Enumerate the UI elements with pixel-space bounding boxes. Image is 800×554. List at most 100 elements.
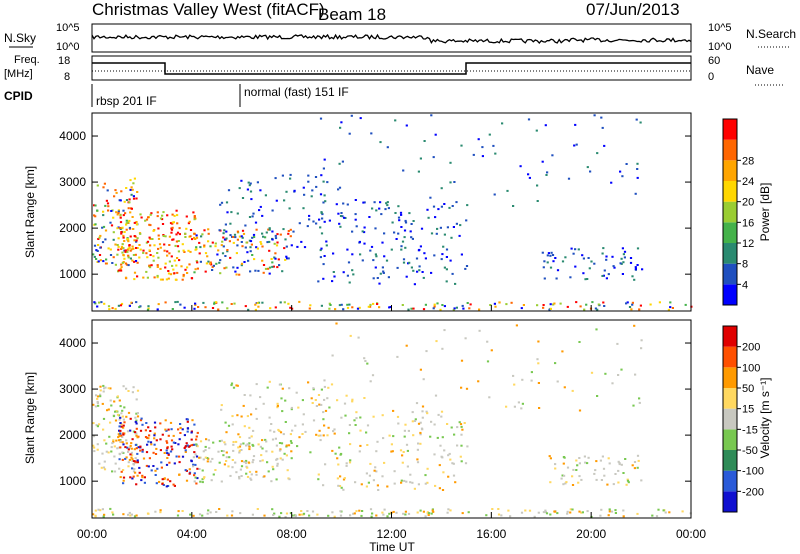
echo-cell <box>264 438 267 441</box>
echo-cell <box>249 246 252 249</box>
echo-cell <box>285 245 288 248</box>
echo-cell <box>157 234 160 237</box>
echo-cell <box>125 219 128 222</box>
echo-cell <box>248 470 252 473</box>
echo-cell <box>355 225 358 228</box>
echo-cell <box>250 473 253 476</box>
echo-cell <box>422 276 425 279</box>
echo-cell <box>137 446 140 449</box>
echo-cell <box>658 301 661 304</box>
echo-cell <box>125 199 129 201</box>
echo-cell <box>597 303 600 306</box>
echo-cell <box>250 243 253 246</box>
echo-cell <box>635 118 638 121</box>
echo-cell <box>168 260 171 263</box>
echo-cell <box>430 420 433 423</box>
echo-cell <box>337 484 340 487</box>
echo-cell <box>174 442 177 444</box>
echo-cell <box>226 307 229 310</box>
echo-cell <box>156 252 159 254</box>
echo-cell <box>179 303 182 306</box>
echo-cell <box>112 216 115 219</box>
echo-cell <box>625 483 628 486</box>
echo-cell <box>633 467 636 470</box>
echo-cell <box>133 221 136 224</box>
echo-cell <box>603 305 606 307</box>
echo-cell <box>554 362 557 365</box>
echo-cell <box>284 238 287 241</box>
echo-cell <box>491 508 494 510</box>
echo-cell <box>183 306 186 309</box>
echo-cell <box>403 435 406 438</box>
echo-cell <box>293 189 296 192</box>
echo-cell <box>127 221 130 224</box>
echo-cell <box>346 248 349 251</box>
echo-cell <box>590 371 594 374</box>
echo-cell <box>354 424 357 426</box>
echo-cell <box>105 450 108 453</box>
echo-cell <box>145 422 148 424</box>
echo-cell <box>195 236 199 239</box>
echo-cell <box>142 276 145 279</box>
echo-cell <box>129 249 132 252</box>
freq-trace <box>92 62 691 75</box>
echo-cell <box>129 235 132 238</box>
echo-cell <box>363 242 366 245</box>
echo-cell <box>376 484 379 487</box>
colorbar-segment <box>723 429 737 450</box>
echo-cell <box>266 386 269 389</box>
echo-cell <box>110 404 113 407</box>
echo-cell <box>166 441 169 444</box>
echo-cell <box>331 449 334 452</box>
echo-cell <box>566 305 569 308</box>
echo-cell <box>249 270 252 273</box>
colorbar-tick-label: 16 <box>742 217 754 229</box>
echo-cell <box>381 475 384 478</box>
echo-cell <box>374 266 377 269</box>
echo-cell <box>134 420 137 423</box>
echo-cell <box>178 233 181 236</box>
echo-cell <box>361 510 364 512</box>
echo-cell <box>340 486 343 489</box>
echo-cell <box>416 461 420 464</box>
echo-cell <box>603 474 606 477</box>
echo-cell <box>153 437 156 440</box>
echo-cell <box>114 419 118 422</box>
echo-cell <box>168 244 171 246</box>
echo-cell <box>396 355 399 358</box>
echo-cell <box>419 421 422 424</box>
echo-cell <box>221 240 224 243</box>
echo-cell <box>118 458 121 461</box>
freq-tick-high: 18 <box>58 55 70 67</box>
echo-cell <box>308 514 311 517</box>
echo-cell <box>255 407 258 410</box>
echo-cell <box>339 215 343 217</box>
echo-cell <box>166 452 169 455</box>
nsky-trace <box>91 33 692 44</box>
echo-cell <box>176 300 179 303</box>
x-tick-label: 04:00 <box>177 527 207 541</box>
x-axis-ticks: 00:00 04:00 08:00 12:00 16:00 20:00 00:00 <box>77 305 706 541</box>
echo-cell <box>355 510 358 513</box>
echo-cell <box>212 264 215 267</box>
echo-cell <box>238 451 241 454</box>
echo-cell <box>204 456 207 459</box>
echo-cell <box>134 461 137 464</box>
echo-cell <box>415 257 419 260</box>
echo-cell <box>421 405 425 408</box>
echo-cell <box>280 397 283 400</box>
echo-cell <box>466 302 469 304</box>
echo-cell <box>410 223 413 225</box>
echo-cell <box>93 255 96 258</box>
echo-cell <box>262 235 265 238</box>
echo-cell <box>369 303 372 306</box>
echo-cell <box>338 485 342 487</box>
echo-cell <box>376 277 379 279</box>
echo-cell <box>440 187 443 190</box>
echo-cell <box>334 452 337 455</box>
echo-cell <box>240 475 243 477</box>
echo-cell <box>419 368 422 371</box>
echo-cell <box>601 252 604 255</box>
echo-cell <box>290 442 293 444</box>
